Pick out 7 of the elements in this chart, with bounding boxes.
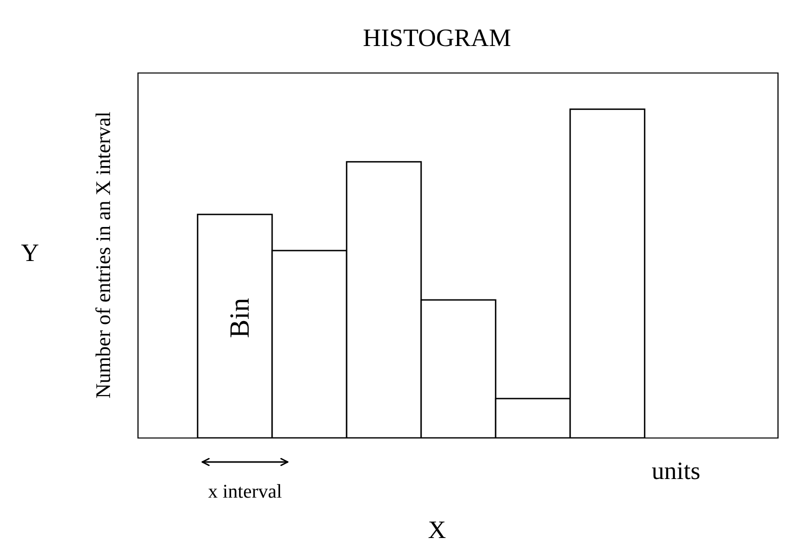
y-axis-title: Number of entries in an X interval bbox=[95, 112, 110, 398]
x-axis-title: X bbox=[428, 522, 446, 538]
text: x interval bbox=[208, 484, 282, 498]
chart-title: HISTOGRAM bbox=[364, 29, 510, 46]
text: units bbox=[652, 462, 700, 480]
text: Y bbox=[21, 244, 38, 262]
annotation: Bin bbox=[230, 298, 249, 338]
